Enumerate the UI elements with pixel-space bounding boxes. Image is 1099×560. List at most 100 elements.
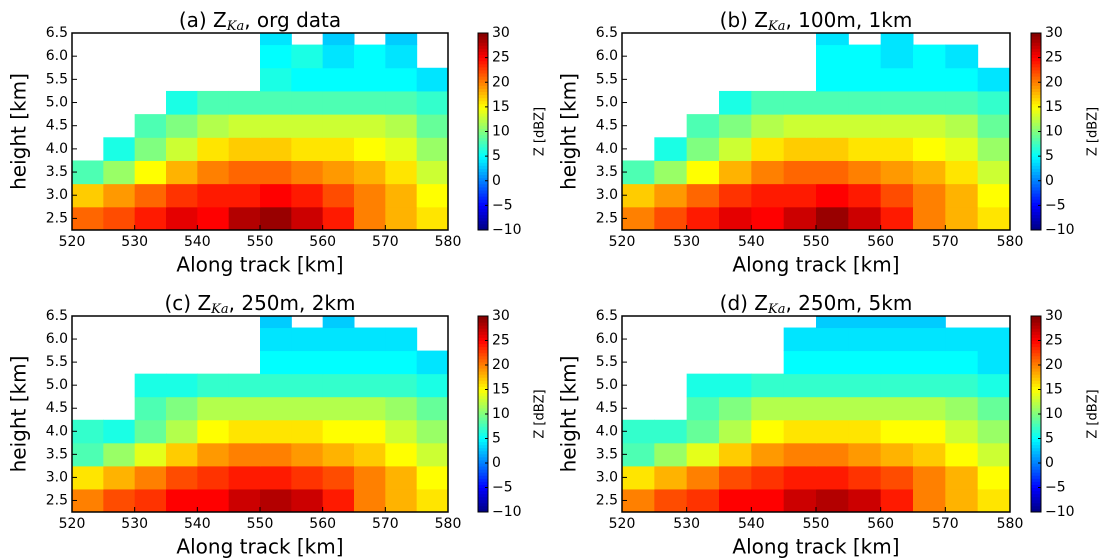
heat-cell bbox=[913, 114, 946, 138]
colorbar-segment bbox=[478, 36, 488, 40]
colorbar-segment bbox=[478, 322, 488, 326]
heat-cell bbox=[719, 419, 752, 444]
heat-cell bbox=[354, 137, 386, 161]
heat-cell bbox=[103, 465, 136, 490]
colorbar-segment bbox=[478, 109, 488, 114]
colorbar-segment bbox=[1031, 456, 1041, 461]
heat-cell bbox=[945, 442, 979, 467]
colorbar-segment bbox=[478, 137, 488, 142]
y-tick-label: 5.5 bbox=[46, 71, 68, 87]
title-text: (a) Z bbox=[179, 8, 227, 32]
colorbar-segment bbox=[478, 177, 488, 182]
colorbar-segment bbox=[1031, 177, 1041, 182]
heat-cell bbox=[228, 465, 261, 490]
heat-cell bbox=[977, 465, 1011, 490]
heat-cell bbox=[751, 419, 785, 444]
heat-cell bbox=[291, 67, 324, 92]
heat-cell bbox=[260, 465, 292, 490]
colorbar-segment bbox=[478, 91, 488, 96]
heat-cell bbox=[260, 206, 292, 231]
heat-cell bbox=[751, 183, 785, 208]
colorbar-segment bbox=[1031, 60, 1041, 65]
heat-cell bbox=[848, 488, 882, 513]
colorbar-segment bbox=[1031, 355, 1041, 360]
colorbar-segment bbox=[478, 410, 488, 415]
x-tick-label: 540 bbox=[738, 234, 765, 250]
colorbar-segment bbox=[478, 54, 488, 59]
heat-cell bbox=[622, 488, 655, 513]
heat-cell bbox=[291, 327, 324, 352]
heat-cell bbox=[977, 206, 1011, 231]
heat-cell bbox=[322, 465, 355, 490]
colorbar-segment bbox=[478, 417, 488, 421]
colorbar-segment bbox=[478, 423, 488, 427]
heat-cell bbox=[880, 350, 914, 375]
y-tick-label: 6.5 bbox=[46, 308, 68, 324]
colorbar-segment bbox=[1031, 508, 1041, 513]
heat-cell bbox=[816, 206, 849, 231]
chart-title: (c) ZKa, 250m, 2km bbox=[164, 291, 355, 317]
x-tick-label: 520 bbox=[59, 234, 86, 250]
colorbar-tick-label: 25 bbox=[1045, 333, 1063, 349]
colorbar-segment bbox=[478, 331, 488, 335]
chart-title: (d) ZKa, 250m, 5km bbox=[720, 291, 913, 317]
y-tick-label: 3.5 bbox=[596, 164, 618, 180]
heat-cell bbox=[291, 44, 324, 69]
colorbar-segment bbox=[478, 392, 488, 397]
colorbar-segment bbox=[478, 193, 488, 197]
heat-cell bbox=[977, 90, 1011, 115]
colorbar-segment bbox=[1031, 352, 1041, 357]
heat-cell bbox=[783, 160, 817, 185]
heat-cell bbox=[260, 44, 292, 69]
heat-cell bbox=[880, 419, 914, 444]
colorbar-segment bbox=[478, 156, 488, 160]
colorbar-segment bbox=[478, 186, 488, 191]
heat-cell bbox=[197, 160, 230, 185]
heat-cell bbox=[322, 90, 355, 115]
heat-cell bbox=[622, 442, 655, 467]
colorbar-segment bbox=[478, 432, 488, 436]
heat-cell bbox=[197, 488, 230, 513]
heat-cell bbox=[686, 442, 720, 467]
heat-cell bbox=[945, 396, 979, 421]
colorbar-segment bbox=[478, 358, 488, 363]
y-tick-label: 3.0 bbox=[46, 187, 68, 203]
colorbar-segment bbox=[478, 226, 488, 231]
colorbar-segment bbox=[478, 63, 488, 68]
colorbar-segment bbox=[1031, 331, 1041, 335]
colorbar-segment bbox=[1031, 450, 1041, 455]
heat-cell bbox=[719, 396, 752, 421]
heat-cell bbox=[686, 373, 720, 398]
y-axis-label: height [km] bbox=[7, 73, 31, 190]
heat-cell bbox=[322, 327, 355, 352]
heat-cell bbox=[848, 67, 882, 92]
heat-cell bbox=[166, 373, 198, 398]
heat-cell bbox=[913, 327, 946, 352]
colorbar-segment bbox=[1031, 325, 1041, 329]
colorbar-segment bbox=[1031, 116, 1041, 120]
heat-cell bbox=[816, 33, 849, 46]
colorbar-segment bbox=[1031, 340, 1041, 345]
heat-cell bbox=[322, 114, 355, 138]
x-tick-label: 580 bbox=[997, 234, 1024, 250]
heat-cell bbox=[322, 33, 355, 46]
colorbar-segment bbox=[478, 82, 488, 86]
x-tick-label: 550 bbox=[803, 516, 830, 532]
heat-cell bbox=[103, 183, 136, 208]
heat-cell bbox=[880, 488, 914, 513]
heat-cell bbox=[134, 419, 167, 444]
heat-cell bbox=[228, 183, 261, 208]
colorbar-segment bbox=[478, 493, 488, 498]
colorbar-segment bbox=[478, 168, 488, 173]
colorbar-segment bbox=[1031, 122, 1041, 126]
colorbar-segment bbox=[478, 205, 488, 209]
heat-cell bbox=[719, 442, 752, 467]
heat-cell bbox=[977, 67, 1011, 92]
colorbar-segment bbox=[478, 69, 488, 74]
colorbar-tick-label: 30 bbox=[492, 25, 510, 41]
colorbar-segment bbox=[1031, 493, 1041, 498]
title-subscript: Ka bbox=[226, 19, 244, 34]
colorbar-segment bbox=[478, 196, 488, 200]
heat-cell bbox=[783, 350, 817, 375]
heat-cell bbox=[719, 373, 752, 398]
